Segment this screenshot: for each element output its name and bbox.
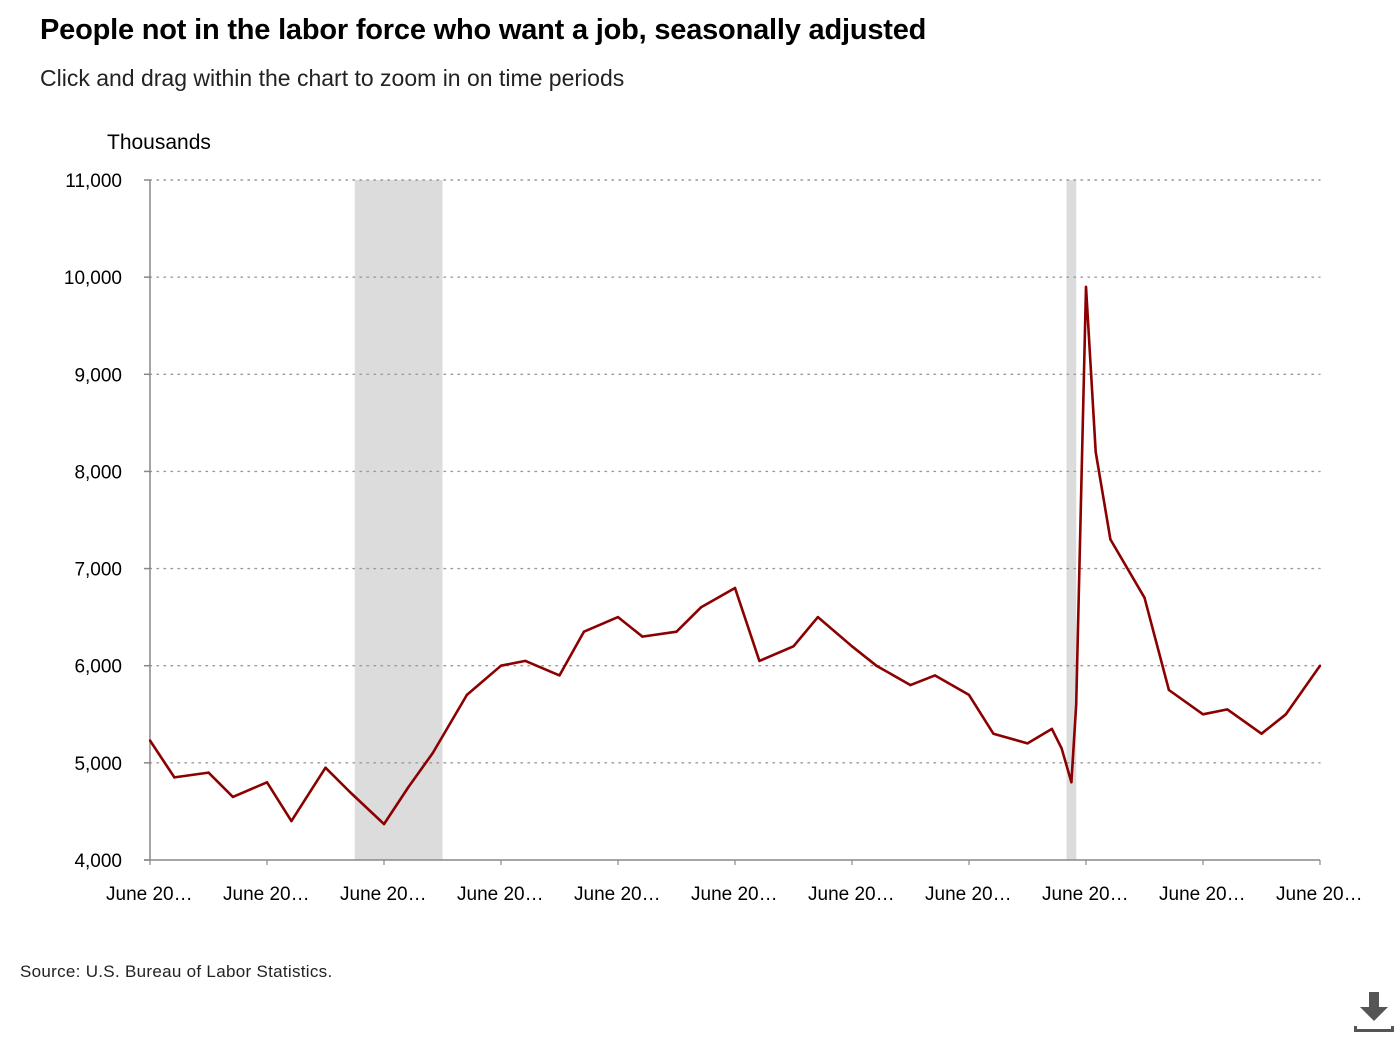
data-point [699, 606, 703, 609]
data-point [148, 739, 152, 742]
chart-subtitle: Click and drag within the chart to zoom … [40, 65, 625, 91]
x-tick-label: June 20… [1042, 884, 1129, 905]
x-tick-label: June 20… [223, 884, 310, 905]
data-point [1084, 285, 1088, 289]
data-point [265, 781, 269, 784]
y-tick-label: 8,000 [74, 462, 122, 483]
data-point [1167, 688, 1171, 692]
data-point [758, 659, 761, 663]
data-point [675, 630, 678, 633]
data-point [231, 795, 235, 799]
series-line [148, 285, 1322, 826]
x-tick-label: June 20… [106, 884, 193, 905]
x-tick-label: June 20… [457, 884, 544, 905]
gridlines [149, 179, 1321, 764]
data-point [431, 751, 434, 755]
data-point [1070, 781, 1073, 784]
data-point [1075, 703, 1078, 706]
x-tick-label: June 20… [1159, 884, 1246, 905]
data-point [733, 586, 737, 590]
y-axis-unit-label: Thousands [107, 131, 211, 154]
y-tick-label: 4,000 [74, 851, 122, 872]
data-point [875, 664, 878, 667]
data-point [967, 693, 971, 697]
y-tick-label: 10,000 [64, 268, 122, 289]
data-point [816, 615, 820, 619]
data-point [1226, 708, 1229, 711]
data-point [850, 645, 854, 648]
data-point [1318, 664, 1322, 667]
data-point [324, 766, 327, 769]
data-point [1109, 538, 1112, 541]
x-tick-label: June 20… [574, 884, 661, 905]
data-point [1201, 713, 1205, 716]
chart-title: People not in the labor force who want a… [40, 14, 927, 46]
data-point [348, 790, 352, 794]
data-point [582, 630, 586, 633]
data-point [1050, 727, 1054, 731]
data-point [1094, 450, 1097, 454]
data-point [616, 615, 620, 619]
data-point [1026, 742, 1029, 745]
data-point [207, 771, 210, 774]
data-point [933, 674, 937, 677]
data-point [173, 776, 176, 779]
x-tick-label: June 20… [340, 884, 427, 905]
y-tick-label: 5,000 [74, 754, 122, 775]
x-tick-label: June 20… [808, 884, 895, 905]
y-tick-label: 7,000 [74, 560, 122, 581]
data-point [499, 664, 503, 667]
data-point [465, 693, 469, 697]
y-tick-label: 11,000 [65, 171, 122, 192]
x-tick-label: June 20… [925, 884, 1012, 905]
data-point [1260, 732, 1263, 735]
download-icon [1354, 992, 1394, 1032]
data-point [382, 822, 386, 826]
recession-bands [354, 180, 1077, 860]
source-note: Source: U.S. Bureau of Labor Statistics. [20, 962, 333, 981]
data-point [407, 785, 410, 789]
data-point [909, 683, 912, 687]
data-point [1060, 747, 1063, 750]
data-point [558, 674, 561, 677]
line-chart[interactable]: 4,000 5,000 6,000 7,000 8,000 9,000 10,000 11,0… [0, 0, 1400, 940]
data-point [1143, 596, 1146, 599]
recession-band [1066, 180, 1077, 860]
data-point [524, 659, 527, 663]
data-point [792, 645, 795, 648]
y-tick-label: 9,000 [74, 365, 122, 386]
recession-band [354, 180, 443, 860]
x-tick-label: June 20… [1276, 884, 1363, 905]
y-tick-label: 6,000 [74, 657, 122, 678]
download-button[interactable] [1352, 990, 1396, 1034]
series-layer [148, 285, 1322, 826]
data-point [290, 819, 293, 823]
axes: 4,000 5,000 6,000 7,000 8,000 9,000 10,000 11,0… [64, 171, 1363, 905]
data-point [992, 732, 995, 735]
data-point [1284, 713, 1288, 716]
data-point [641, 635, 644, 638]
x-tick-label: June 20… [691, 884, 778, 905]
